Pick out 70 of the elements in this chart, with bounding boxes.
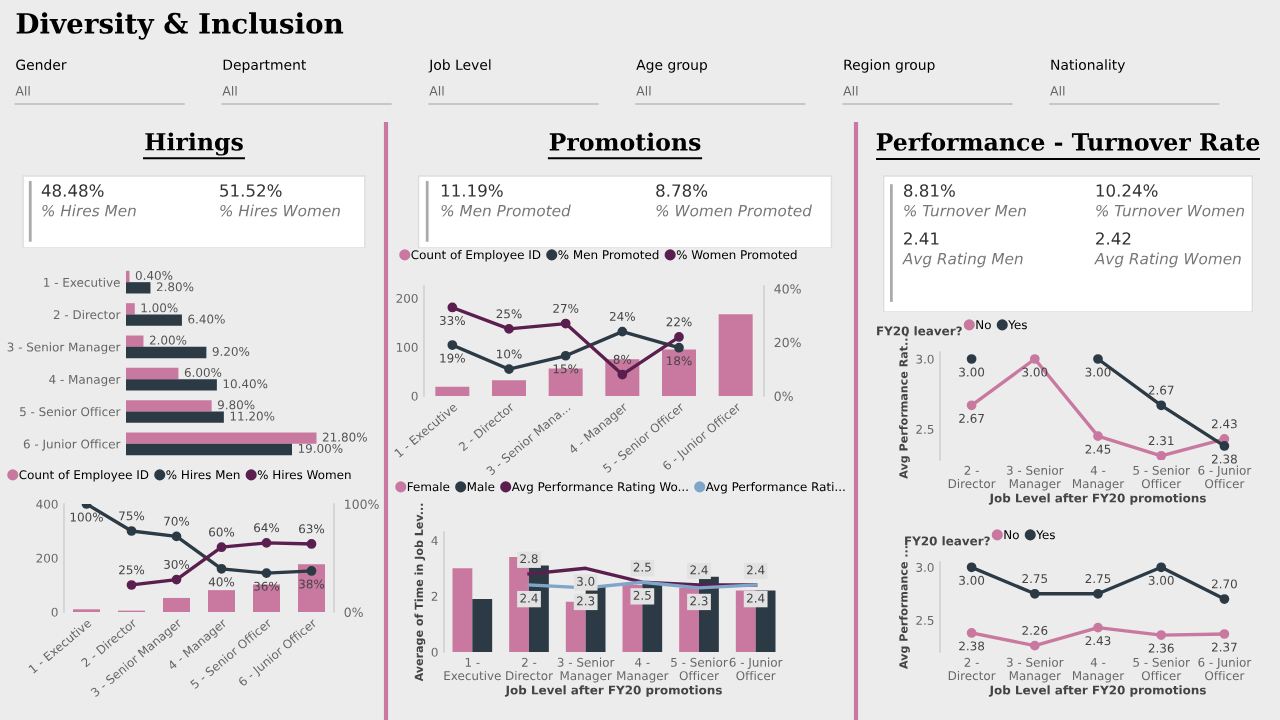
point (306, 539, 317, 549)
bar (126, 443, 293, 456)
point (306, 566, 317, 576)
point (1093, 431, 1103, 442)
text: 10.24% (1096, 184, 1158, 197)
bar (718, 314, 753, 396)
point (126, 580, 137, 590)
bar (126, 411, 224, 423)
point (560, 318, 571, 329)
point (1219, 594, 1230, 604)
point (126, 526, 137, 536)
point (171, 574, 182, 585)
point (560, 350, 571, 361)
bar (662, 349, 696, 396)
point (216, 563, 227, 574)
point (1093, 354, 1103, 364)
bar (126, 335, 144, 347)
point (447, 302, 458, 313)
point (1156, 450, 1167, 460)
text: 8.78% (656, 184, 708, 197)
point (1029, 588, 1040, 599)
point (966, 628, 977, 638)
bar (126, 303, 135, 315)
point (966, 400, 977, 411)
bar (452, 568, 473, 652)
point (1156, 400, 1167, 411)
point (1219, 629, 1230, 639)
bar (435, 386, 470, 396)
bar (126, 367, 179, 380)
bar (163, 597, 190, 612)
text: 2.42 (1096, 232, 1131, 245)
text: 11.19% (441, 184, 503, 197)
point (261, 538, 272, 548)
point (216, 542, 227, 553)
bar (126, 432, 317, 444)
bar (472, 598, 493, 652)
text: Promotions (549, 132, 701, 151)
point (966, 562, 977, 573)
bar (126, 379, 217, 391)
point (1029, 354, 1040, 364)
bar (126, 314, 182, 326)
bar (126, 346, 207, 359)
bar (298, 564, 325, 612)
point (1156, 562, 1167, 573)
point (674, 332, 684, 342)
bar (253, 584, 280, 612)
point (504, 324, 514, 334)
point (674, 342, 684, 353)
bar (126, 400, 212, 412)
point (504, 364, 514, 375)
text: Hirings (145, 132, 243, 156)
point (966, 354, 977, 364)
text: 48.48% (41, 184, 104, 197)
text: 51.52% (220, 184, 282, 197)
text: 2.41 (904, 232, 939, 245)
point (171, 531, 182, 542)
bar (126, 282, 151, 294)
point (261, 568, 272, 578)
point (617, 326, 628, 337)
text: Diversity & Inclusion (16, 12, 344, 40)
bar (492, 380, 526, 396)
point (1093, 622, 1103, 633)
bar (208, 590, 235, 612)
point (1219, 441, 1230, 451)
point (1093, 588, 1103, 599)
text: 8.81% (904, 184, 955, 197)
point (447, 340, 458, 350)
point (1156, 630, 1167, 640)
text: Performance - Turnover Rate (876, 132, 1260, 151)
point (1029, 640, 1040, 651)
